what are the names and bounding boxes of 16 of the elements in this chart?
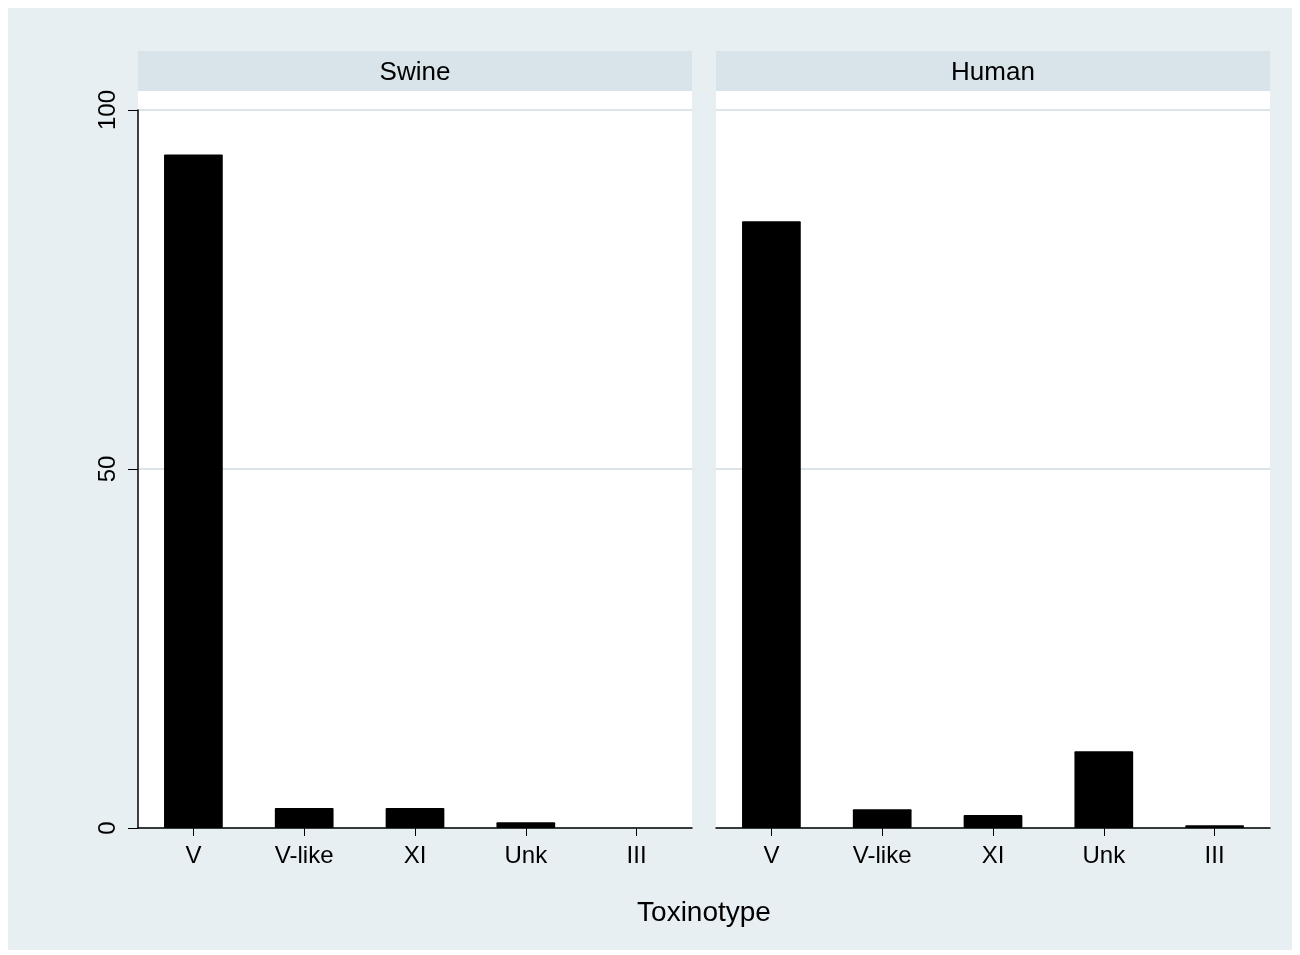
x-tick-label: XI — [981, 840, 1005, 868]
x-tick-label: V — [763, 840, 780, 868]
x-tick-label: Unk — [1082, 840, 1127, 868]
chart-title: Human — [716, 51, 1270, 91]
x-tick-label: XI — [403, 840, 427, 868]
x-tick-label: V-like — [274, 840, 334, 868]
x-axis-title: Toxinotype — [636, 896, 772, 928]
x-tick-label: III — [1204, 840, 1225, 868]
x-tick-label: III — [626, 840, 647, 868]
x-tick-label: V-like — [852, 840, 912, 868]
x-tick-label: Unk — [504, 840, 549, 868]
y-tick-label: 100 — [92, 89, 120, 131]
y-tick-label: 0 — [92, 821, 120, 835]
chart-title: Swine — [138, 51, 692, 91]
x-tick-label: V — [185, 840, 202, 868]
y-tick-label: 50 — [92, 455, 120, 483]
